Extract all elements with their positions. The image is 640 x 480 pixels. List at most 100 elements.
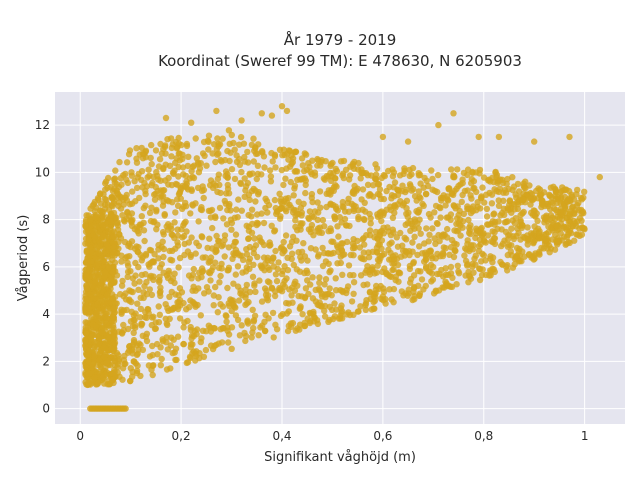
scatter-point <box>410 186 417 193</box>
scatter-point <box>567 198 574 205</box>
scatter-point <box>476 265 483 272</box>
scatter-point <box>483 205 491 213</box>
scatter-point <box>117 291 124 298</box>
scatter-point <box>221 197 228 205</box>
scatter-point <box>232 231 240 238</box>
scatter-point <box>133 243 140 250</box>
scatter-point <box>215 340 222 347</box>
scatter-point <box>199 254 206 261</box>
scatter-point <box>479 184 486 191</box>
scatter-point <box>307 281 314 288</box>
scatter-point <box>231 175 239 183</box>
scatter-point <box>205 132 213 139</box>
scatter-point <box>354 308 362 315</box>
scatter-point <box>391 193 398 200</box>
scatter-point <box>294 176 301 183</box>
scatter-point <box>264 297 272 304</box>
scatter-point <box>358 169 365 177</box>
scatter-point <box>421 174 428 182</box>
scatter-point <box>176 150 183 157</box>
scatter-point <box>215 143 222 150</box>
scatter-point <box>316 188 324 195</box>
scatter-point <box>518 224 526 231</box>
scatter-point <box>237 133 245 141</box>
scatter-point <box>289 250 296 257</box>
scatter-point <box>291 182 299 189</box>
scatter-point <box>289 319 297 327</box>
scatter-point <box>578 231 586 238</box>
scatter-point <box>219 135 226 142</box>
scatter-point <box>148 291 156 299</box>
scatter-point <box>546 249 553 256</box>
scatter-point <box>220 215 227 222</box>
scatter-point <box>179 234 186 241</box>
scatter-point <box>145 166 152 173</box>
scatter-point <box>138 144 145 152</box>
scatter-point <box>545 229 552 236</box>
scatter-point <box>158 150 166 157</box>
scatter-point <box>466 224 473 231</box>
scatter-point <box>111 366 118 373</box>
scatter-point <box>306 208 314 215</box>
scatter-point <box>99 328 106 336</box>
scatter-point <box>432 288 440 295</box>
scatter-point <box>256 277 263 284</box>
scatter-point <box>83 330 90 337</box>
scatter-point <box>276 215 284 222</box>
scatter-point <box>203 284 211 291</box>
scatter-point <box>398 188 406 195</box>
scatter-point <box>86 370 93 377</box>
scatter-point <box>95 243 103 250</box>
scatter-point <box>166 315 173 322</box>
scatter-point <box>386 240 393 248</box>
scatter-point <box>238 168 245 176</box>
scatter-point <box>431 235 438 242</box>
scatter-point <box>500 197 507 204</box>
scatter-point <box>232 246 240 254</box>
scatter-point <box>214 309 221 316</box>
scatter-point <box>274 265 281 273</box>
scatter-point <box>174 196 181 203</box>
scatter-point <box>370 182 377 189</box>
scatter-point <box>576 225 583 232</box>
scatter-point <box>175 292 182 299</box>
scatter-point <box>177 184 184 192</box>
scatter-point <box>530 240 537 247</box>
scatter-point <box>580 210 587 217</box>
scatter-point <box>405 248 413 255</box>
scatter-point <box>113 220 121 227</box>
scatter-point <box>499 261 506 268</box>
scatter-point <box>264 254 271 261</box>
x-tick-labels: 0 0,2 0,4 0,6 0,8 1 <box>76 429 588 443</box>
scatter-point <box>126 201 134 208</box>
scatter-point <box>108 212 115 219</box>
scatter-point <box>479 250 486 257</box>
scatter-point <box>420 184 427 191</box>
scatter-point <box>495 133 503 141</box>
scatter-point <box>138 213 145 220</box>
scatter-point <box>422 282 429 290</box>
scatter-point <box>377 195 385 203</box>
scatter-point <box>166 247 173 255</box>
scatter-point <box>234 214 241 221</box>
scatter-point <box>203 162 210 169</box>
scatter-point <box>458 198 465 206</box>
scatter-point <box>429 175 436 183</box>
scatter-point <box>276 190 283 197</box>
scatter-point <box>437 204 444 212</box>
scatter-point <box>200 194 207 202</box>
scatter-point <box>133 184 141 192</box>
scatter-point <box>402 290 409 297</box>
scatter-point <box>212 182 219 189</box>
scatter-point <box>360 235 367 242</box>
scatter-point <box>301 269 308 277</box>
scatter-point <box>314 301 321 308</box>
scatter-point <box>528 209 535 216</box>
scatter-point <box>522 178 529 185</box>
scatter-point <box>271 228 278 235</box>
scatter-point <box>107 275 115 283</box>
scatter-point <box>129 288 136 296</box>
scatter-point <box>535 225 542 232</box>
scatter-point <box>130 329 137 336</box>
y-tick-label: 6 <box>42 260 50 274</box>
